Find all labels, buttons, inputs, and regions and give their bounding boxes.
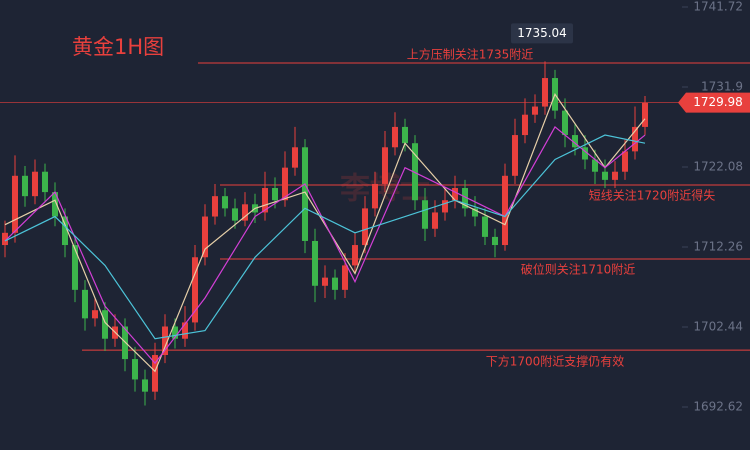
candle-body bbox=[92, 310, 98, 319]
candle-body bbox=[222, 196, 228, 209]
candle-body bbox=[322, 277, 328, 286]
candle-body bbox=[572, 135, 578, 148]
chart-title: 黄金1H图 bbox=[72, 35, 164, 59]
candle-body bbox=[622, 151, 628, 172]
candle-body bbox=[562, 110, 568, 136]
candle-body bbox=[82, 289, 88, 319]
candle-body bbox=[72, 245, 78, 290]
candle-body bbox=[2, 232, 8, 246]
candle-body bbox=[632, 126, 638, 152]
candle-body bbox=[592, 159, 598, 172]
price-tag bbox=[678, 92, 750, 113]
candle-body bbox=[52, 192, 58, 217]
candle-body bbox=[582, 147, 588, 160]
candle-body bbox=[402, 126, 408, 144]
candle-body bbox=[292, 147, 298, 168]
y-tick-label: 1741.72 bbox=[693, 0, 743, 14]
candle-body bbox=[192, 257, 198, 323]
candle-body bbox=[362, 208, 368, 246]
high-marker-label: 1735.04 bbox=[517, 26, 567, 40]
candle-body bbox=[472, 208, 478, 217]
candle-body bbox=[642, 102, 648, 127]
candle-body bbox=[442, 200, 448, 213]
candle-body bbox=[372, 183, 378, 209]
y-tick-label: 1702.44 bbox=[693, 319, 743, 333]
candle-body bbox=[412, 143, 418, 201]
candle-body bbox=[422, 200, 428, 229]
candle-body bbox=[162, 326, 168, 356]
candle-body bbox=[102, 310, 108, 339]
candle-body bbox=[482, 216, 488, 237]
price-tag-label: 1729.98 bbox=[693, 95, 743, 109]
candle-body bbox=[182, 322, 188, 339]
moving-average bbox=[4, 134, 646, 340]
candle-body bbox=[212, 196, 218, 217]
candle-body bbox=[392, 126, 398, 148]
candle-body bbox=[142, 379, 148, 392]
candle-body bbox=[382, 147, 388, 184]
candle-body bbox=[342, 265, 348, 290]
candle-body bbox=[22, 175, 28, 197]
candle-body bbox=[492, 236, 498, 246]
candle-body bbox=[542, 78, 548, 107]
candle-body bbox=[502, 175, 508, 246]
candle-body bbox=[532, 106, 538, 115]
candle-body bbox=[32, 171, 38, 197]
candle-body bbox=[202, 216, 208, 258]
candle-body bbox=[232, 208, 238, 221]
level-label: 上方压制关注1735附近 bbox=[407, 47, 534, 62]
candle-body bbox=[432, 212, 438, 229]
candle-body bbox=[312, 240, 318, 286]
candle-body bbox=[262, 188, 268, 213]
y-tick-label: 1692.62 bbox=[693, 399, 743, 413]
candle-body bbox=[152, 355, 158, 392]
candle-body bbox=[512, 135, 518, 176]
candle-body bbox=[452, 188, 458, 201]
candle-body bbox=[352, 245, 358, 266]
candle-body bbox=[132, 359, 138, 380]
y-tick-label: 1722.08 bbox=[693, 159, 743, 173]
candle-body bbox=[462, 188, 468, 209]
candle-body bbox=[42, 171, 48, 193]
candle-body bbox=[12, 175, 18, 233]
candle-body bbox=[242, 204, 248, 221]
y-tick-label: 1712.26 bbox=[693, 239, 743, 253]
moving-average bbox=[4, 126, 646, 365]
candle-body bbox=[612, 171, 618, 180]
high-marker-box bbox=[511, 23, 573, 44]
candle-body bbox=[332, 277, 338, 290]
candle-body bbox=[602, 171, 608, 180]
candle-body bbox=[172, 326, 178, 339]
level-label: 下方1700附近支撑仍有效 bbox=[486, 354, 625, 369]
level-label: 短线关注1720附近得失 bbox=[589, 188, 716, 203]
candle-body bbox=[522, 114, 528, 136]
candle-body bbox=[272, 188, 278, 201]
candle-body bbox=[282, 167, 288, 201]
level-label: 破位则关注1710附近 bbox=[521, 262, 636, 277]
candle-body bbox=[302, 147, 308, 241]
candle-body bbox=[62, 216, 68, 246]
y-tick-label: 1731.9 bbox=[701, 80, 743, 94]
